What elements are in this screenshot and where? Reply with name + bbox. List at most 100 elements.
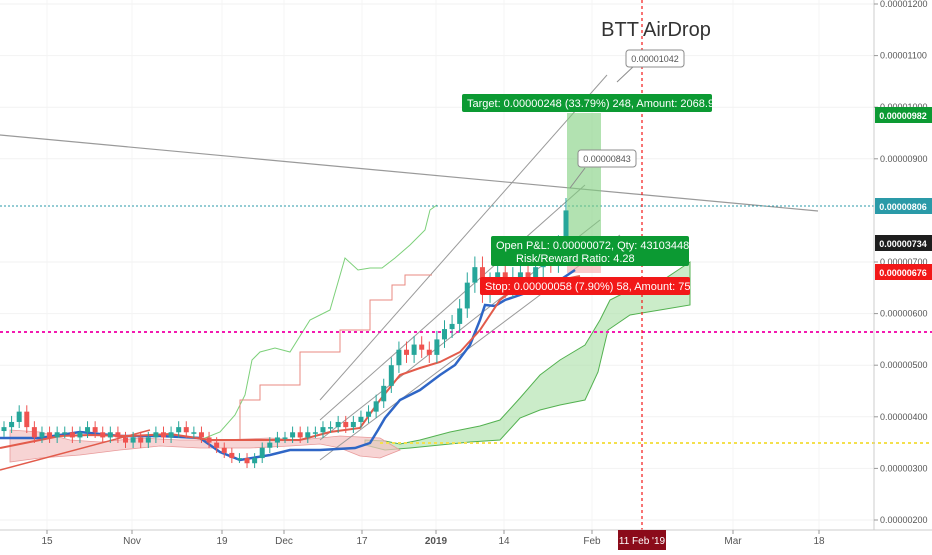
lower-callout-text: 0.00000843 — [583, 154, 631, 164]
target-label-box — [462, 94, 712, 112]
candle-body — [396, 349, 402, 366]
stop-label-text: Stop: 0.00000058 (7.90%) 58, Amount: 750 — [485, 281, 697, 293]
candle-body — [77, 432, 83, 438]
stop-price-tag-text: 0.00000676 — [879, 268, 927, 278]
candle-body — [214, 442, 220, 448]
candle-body — [290, 432, 296, 438]
candle-body — [236, 458, 242, 460]
candle-body — [441, 329, 447, 340]
target-price-tag-text: 0.00000982 — [879, 111, 927, 121]
price-tick-label: 0.00000600 — [880, 309, 928, 319]
upper-callout-box — [625, 49, 685, 68]
candle-body — [533, 267, 539, 283]
time-tick-label: Dec — [275, 536, 293, 547]
time-tick-label: 19 — [216, 536, 228, 547]
candle-body — [381, 385, 387, 402]
candle-body — [39, 432, 45, 438]
candle-body — [449, 323, 455, 330]
candle-body — [123, 437, 129, 443]
candle-body — [107, 432, 113, 438]
open-pnl-text: Open P&L: 0.00000072, Qty: 431034482 — [496, 240, 695, 252]
candle-body — [138, 437, 144, 443]
candle-body — [320, 427, 326, 433]
price-tick-label: 0.00000400 — [880, 412, 928, 422]
candle-body — [328, 427, 334, 429]
candle-body — [267, 442, 273, 448]
candle-body — [244, 458, 250, 464]
price-tick-label: 0.00000200 — [880, 515, 928, 525]
candle-body — [183, 427, 189, 433]
current-price-tag — [875, 198, 932, 214]
candle-body — [373, 401, 379, 412]
candle-body — [145, 437, 151, 443]
candle-body — [198, 432, 204, 438]
time-tick-label: 15 — [41, 536, 53, 547]
candle-body — [343, 421, 349, 428]
price-tick-label: 0.00000700 — [880, 257, 928, 267]
date-highlight-tag — [618, 530, 666, 550]
price-tick-label: 0.00000500 — [880, 360, 928, 370]
candle-body — [434, 339, 440, 355]
candle-body — [388, 365, 394, 386]
candle-body — [358, 416, 364, 422]
candle-body — [47, 432, 53, 438]
candle-body — [24, 411, 30, 428]
candle-body — [206, 437, 212, 443]
channel-upper-line — [319, 74, 608, 401]
risk-reward-text: Risk/Reward Ratio: 4.28 — [516, 253, 635, 265]
time-tick-label: 14 — [498, 536, 510, 547]
price-tick-label: 0.00000900 — [880, 154, 928, 164]
conversion-line — [0, 268, 576, 462]
price-tick-label: 0.00001200 — [880, 0, 928, 9]
entry-price-tag — [875, 235, 932, 251]
target-label-text: Target: 0.00000248 (33.79%) 248, Amount:… — [467, 98, 720, 110]
candle-body — [464, 282, 470, 309]
candle-body — [252, 458, 258, 464]
candle-body — [130, 437, 136, 443]
candle-body — [419, 344, 425, 350]
lower-callout-pointer — [569, 167, 586, 189]
candle-body — [274, 437, 280, 443]
baseline-step-line — [239, 274, 432, 440]
candle-body — [350, 421, 356, 428]
candle-body — [335, 421, 341, 428]
current-price-tag-text: 0.00000806 — [879, 202, 927, 212]
price-tick-label: 0.00001100 — [880, 51, 927, 61]
time-tick-label: 17 — [356, 536, 368, 547]
candle-body — [176, 427, 182, 433]
candle-body — [31, 427, 37, 438]
candle-body — [563, 210, 569, 247]
lagging-span-line — [199, 204, 438, 441]
candle-body — [62, 432, 68, 434]
candle-body — [366, 411, 372, 417]
time-tick-label: Mar — [724, 536, 742, 547]
time-axis: 15 Nov 19 Dec 17 2019 14 Feb Mar 18 — [41, 530, 825, 547]
candle-body — [305, 432, 311, 438]
candle-body — [85, 427, 91, 433]
upper-callout-pointer — [616, 64, 636, 83]
candle-body — [426, 349, 432, 355]
chart-title: BTT AirDrop — [601, 19, 711, 41]
date-highlight-text: 11 Feb '19 — [619, 536, 666, 547]
red-trend-line — [0, 429, 151, 471]
candle-body — [229, 452, 235, 459]
time-tick-label: Nov — [123, 536, 141, 547]
candle-body — [168, 432, 174, 438]
entry-price-tag-text: 0.00000734 — [879, 239, 927, 249]
stop-price-tag — [875, 264, 932, 280]
upper-callout-text: 0.00001042 — [631, 54, 679, 64]
stop-label-box — [480, 277, 690, 295]
candle-body — [54, 432, 60, 438]
candle-body — [115, 432, 121, 438]
candle-body — [404, 349, 410, 355]
candle-body — [411, 344, 417, 355]
candle-body — [160, 432, 166, 438]
candle-body — [153, 432, 159, 438]
candle-body — [9, 421, 15, 428]
target-zone — [567, 113, 601, 241]
channel-middle-line — [319, 184, 586, 421]
candle-body — [517, 272, 523, 278]
candle-body — [92, 427, 98, 433]
time-tick-label: 18 — [813, 536, 825, 547]
